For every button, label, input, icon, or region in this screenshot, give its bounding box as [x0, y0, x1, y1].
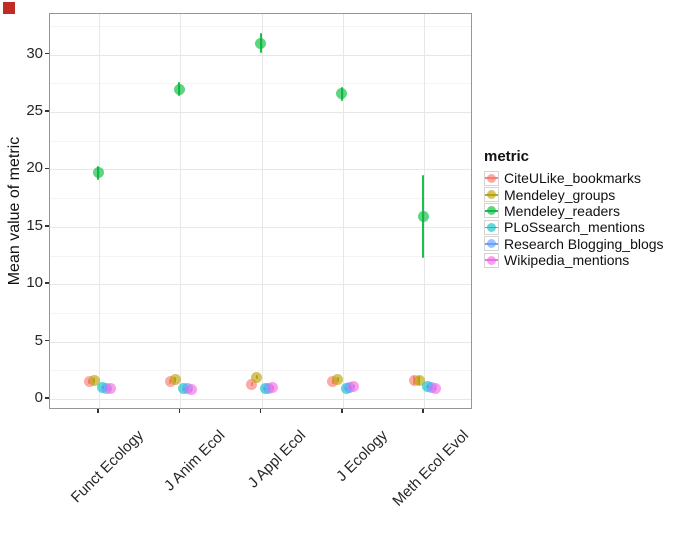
legend-item-label: Wikipedia_mentions [504, 252, 630, 269]
gridline-minor [49, 25, 471, 27]
y-tick [44, 282, 49, 284]
legend-item-label: Mendeley_readers [504, 202, 620, 219]
y-tick-label: 0 [34, 389, 43, 406]
y-tick [44, 339, 49, 342]
y-tick-label: 10 [26, 274, 43, 292]
legend-item: PLoSsearch_mentions [484, 219, 664, 235]
data-point [332, 373, 344, 385]
legend-item: CiteULike_bookmarks [484, 170, 664, 186]
legend-item: Research Blogging_blogs [484, 236, 664, 252]
y-tick [44, 397, 49, 399]
x-tick [422, 409, 424, 413]
y-tick [44, 167, 49, 170]
y-tick [44, 225, 49, 227]
legend-item-label: Mendeley_groups [504, 186, 616, 203]
legend-items: CiteULike_bookmarks Mendeley_groups Mendel… [484, 170, 664, 268]
gridline-vertical [99, 14, 100, 408]
gridline-minor [49, 255, 471, 257]
legend-item: Mendeley_readers [484, 203, 664, 219]
legend-item-label: CiteULike_bookmarks [504, 170, 641, 187]
y-tick-label: 5 [34, 331, 43, 349]
y-tick-label: 25 [26, 102, 43, 119]
data-point [173, 83, 185, 95]
data-point [251, 371, 263, 383]
data-point [185, 384, 197, 396]
gridline-major [49, 169, 471, 171]
red-square-marker [3, 2, 15, 14]
data-point [413, 375, 425, 387]
gridline-vertical [180, 14, 182, 408]
gridline-major [49, 284, 471, 286]
data-point [88, 375, 100, 387]
x-tick-label: J Appl Ecol [245, 427, 310, 492]
legend-key-point-icon [487, 222, 496, 232]
gridline-vertical [342, 14, 344, 408]
gridline-minor [49, 140, 471, 142]
gridline-major [49, 399, 471, 400]
legend-key-point-icon [487, 206, 496, 216]
y-tick [44, 52, 49, 55]
x-tick [341, 409, 343, 413]
x-tick-label: Meth Ecol Evol [389, 427, 473, 510]
x-tick [259, 409, 262, 413]
y-tick [44, 110, 49, 112]
legend-item-label: PLoSsearch_mentions [504, 219, 645, 236]
gridline-vertical [261, 14, 263, 408]
gridline-major [49, 341, 471, 343]
gridline-minor [49, 198, 471, 200]
gridline-minor [49, 83, 471, 85]
y-tick-label: 15 [26, 216, 43, 234]
legend-key [484, 187, 499, 203]
data-point [336, 88, 348, 100]
legend-key [484, 203, 499, 219]
data-point [417, 210, 429, 222]
legend-key-point-icon [487, 173, 496, 183]
gridline-major [49, 54, 471, 56]
data-point [246, 378, 258, 390]
x-tick-label: Funct Ecology [67, 427, 148, 507]
legend-item: Wikipedia_mentions [484, 252, 664, 268]
legend-key-point-icon [487, 239, 496, 249]
legend-title: metric [484, 148, 530, 165]
legend: metric CiteULike_bookmarks Mendeley_group… [484, 148, 664, 268]
legend-key-point-icon [487, 190, 496, 200]
data-point [92, 167, 104, 179]
gridline-minor [49, 370, 471, 372]
legend-item-label: Research Blogging_blogs [504, 235, 664, 252]
gridline-major [49, 112, 471, 113]
y-tick-label: 20 [26, 159, 43, 177]
plot-panel [48, 13, 472, 409]
data-point [169, 373, 181, 385]
data-point [104, 383, 116, 395]
legend-key [484, 219, 499, 235]
y-tick-label: 30 [26, 44, 43, 62]
data-point [255, 37, 267, 49]
data-point [267, 382, 279, 394]
x-tick [97, 409, 99, 413]
x-tick-label: J Ecology [332, 427, 391, 486]
gridline-minor [49, 312, 471, 314]
legend-key [484, 236, 499, 252]
legend-key-point-icon [487, 255, 496, 265]
legend-key [484, 170, 499, 186]
data-point [429, 383, 441, 395]
x-tick-label: J Anim Ecol [160, 427, 229, 495]
legend-key [484, 252, 499, 268]
x-tick [178, 409, 181, 413]
gridline-major [49, 226, 471, 228]
data-point [348, 380, 360, 392]
legend-item: Mendeley_groups [484, 186, 664, 203]
